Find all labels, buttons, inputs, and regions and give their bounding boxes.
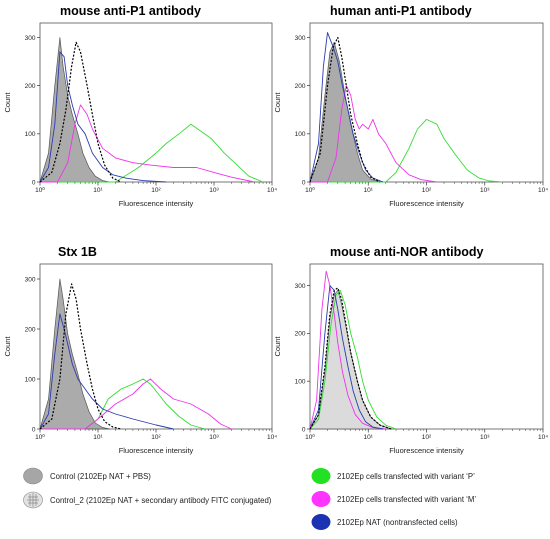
legend-label-variant-m: 2102Ep cells transfected with variant ‘M… [337,495,476,504]
series-nat [39,51,167,183]
y-axis: 0 100 200 300 [25,35,40,186]
series-control2 [39,41,122,183]
x-tick-label: 10² [151,187,161,194]
series-variantP [40,123,264,183]
x-axis: 10⁰ 10¹ 10² 10³ 10⁴ [35,182,277,194]
series-variantM [309,270,386,430]
y-tick-label: 200 [295,331,306,338]
y-axis-label: Count [273,336,282,357]
y-axis: 0 100 200 300 [295,35,310,186]
x-tick-label: 10¹ [93,187,103,194]
x-tick-label: 10³ [480,187,490,194]
x-tick-label: 10² [422,434,432,441]
x-tick-label: 10⁴ [538,434,548,441]
y-tick-label: 100 [25,131,36,138]
y-axis-label: Count [3,92,12,113]
panel-title: mouse anti-P1 antibody [60,4,201,18]
legend-item-variant-m: 2102Ep cells transfected with variant ‘M… [311,491,476,507]
x-tick-label: 10⁰ [35,433,45,441]
x-tick-label: 10¹ [93,434,103,441]
x-tick-label: 10² [151,434,161,441]
x-axis-label: Fluorescence intensity [389,199,464,208]
series-variantM [310,85,437,183]
series-control2 [39,283,122,430]
y-axis-label: Count [273,92,282,113]
y-tick-label: 300 [295,35,306,42]
x-axis-label: Fluorescence intensity [119,446,194,455]
y-axis-label: Count [3,336,12,357]
y-tick-label: 100 [295,131,306,138]
x-tick-label: 10⁰ [305,433,315,441]
x-tick-label: 10⁴ [538,187,548,194]
y-tick-label: 0 [302,179,306,186]
histogram-panel-2: human anti-P1 antibody 10⁰ 10¹ 10² 10³ 10⁴ Flu… [273,4,548,208]
series-group [309,32,503,183]
x-tick-label: 10¹ [364,187,374,194]
panel-title: Stx 1B [58,245,97,259]
y-axis: 0 100 200 300 [295,283,310,433]
series-control2 [309,287,392,430]
histogram-panel-3: Stx 1B 10⁰ 10¹ 10² 10³ 10⁴ Fluorescence intens… [3,245,277,455]
legend-label-variant-p: 2102Ep cells transfected with variant ‘P… [337,472,475,481]
y-tick-label: 200 [295,83,306,90]
x-tick-label: 10¹ [364,434,374,441]
panel-title: mouse anti-NOR antibody [330,245,484,259]
legend-swatch-nat [311,514,331,530]
y-tick-label: 0 [32,179,36,186]
series-nat [309,285,384,430]
legend-swatch-control2-pattern [27,493,39,507]
series-variantP [310,118,503,183]
x-tick-label: 10⁴ [267,187,277,194]
series-group [39,278,232,430]
series-variantM [40,378,232,430]
series-group [309,270,397,430]
y-tick-label: 100 [295,378,306,385]
y-tick-label: 300 [295,283,306,290]
x-tick-label: 10² [422,187,432,194]
y-tick-label: 200 [25,83,36,90]
legend-label-control: Control (2102Ep NAT + PBS) [50,472,151,481]
panel-title: human anti-P1 antibody [330,4,472,18]
legend-item-nat: 2102Ep NAT (nontransfected cells) [311,514,458,530]
legend-label-nat: 2102Ep NAT (nontransfected cells) [337,518,458,527]
x-axis: 10⁰ 10¹ 10² 10³ 10⁴ [305,182,548,194]
legend: Control (2102Ep NAT + PBS) Control_2 (21… [23,467,476,530]
histogram-panels: mouse anti-P1 antibody 10⁰ 10¹ 10² 10³ 10⁴ Flu… [3,4,548,455]
x-axis: 10⁰ 10¹ 10² 10³ 10⁴ [305,429,548,441]
legend-item-variant-p: 2102Ep cells transfected with variant ‘P… [311,468,475,484]
y-tick-label: 300 [25,276,36,283]
legend-label-control2: Control_2 (2102Ep NAT + secondary antibo… [50,496,272,505]
series-nat [309,32,384,183]
y-axis: 0 100 200 300 [25,276,40,433]
x-axis: 10⁰ 10¹ 10² 10³ 10⁴ [35,429,277,441]
series-group [39,37,264,183]
legend-swatch-control [23,467,43,485]
histogram-panel-4: mouse anti-NOR antibody 10⁰ 10¹ 10² 10³ 10⁴ Fl… [273,245,548,455]
x-tick-label: 10⁴ [267,434,277,441]
x-axis-label: Fluorescence intensity [389,446,464,455]
legend-swatch-variant-m [311,491,331,507]
series-variantM [40,104,255,183]
series-nat [39,313,174,430]
x-tick-label: 10⁰ [35,186,45,194]
x-tick-label: 10³ [480,434,490,441]
x-tick-label: 10³ [209,434,219,441]
y-tick-label: 100 [25,376,36,383]
y-tick-label: 200 [25,326,36,333]
x-axis-label: Fluorescence intensity [119,199,194,208]
legend-swatch-variant-p [311,468,331,484]
legend-item-control: Control (2102Ep NAT + PBS) [23,467,151,485]
y-tick-label: 300 [25,35,36,42]
series-control2 [309,36,381,183]
legend-item-control2: Control_2 (2102Ep NAT + secondary antibo… [23,491,272,509]
x-tick-label: 10³ [209,187,219,194]
series-variantP [309,289,397,430]
x-tick-label: 10⁰ [305,186,315,194]
histogram-panel-1: mouse anti-P1 antibody 10⁰ 10¹ 10² 10³ 10⁴ Flu… [3,4,277,208]
y-tick-label: 0 [32,426,36,433]
y-tick-label: 0 [302,426,306,433]
